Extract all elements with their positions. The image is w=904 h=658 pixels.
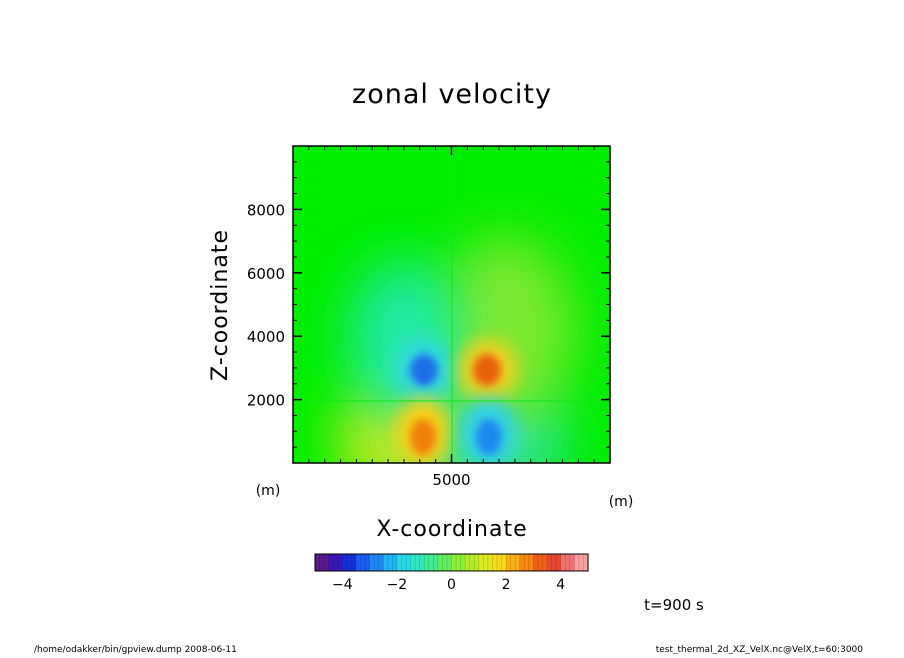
footer-right: test_thermal_2d_XZ_VelX.nc@VelX,t=60:300… xyxy=(656,645,864,654)
footer-left: /home/odakker/bin/gpview.dump 2008-06-11 xyxy=(34,645,237,654)
colorbar-segment xyxy=(396,554,412,571)
colorbar-segment xyxy=(315,554,330,571)
colorbar-segment xyxy=(410,554,425,571)
colorbar-segment xyxy=(465,554,480,571)
core-upper-right-positive xyxy=(473,354,501,386)
core-lower-right-negative xyxy=(476,419,502,455)
colorbar-segment xyxy=(424,554,439,571)
colorbar-tick-label: 0 xyxy=(447,577,456,593)
colorbar-segment xyxy=(533,554,548,571)
x-unit-label: (m) xyxy=(256,483,281,499)
colorbar-tick-label: 2 xyxy=(502,577,511,593)
tick-labels: 5000 2000 4000 6000 8000 xyxy=(247,201,471,489)
colorbar-segment xyxy=(342,554,357,571)
colorbar-segment xyxy=(328,554,343,571)
minor-ticks xyxy=(293,146,610,463)
core-lower-left-positive xyxy=(410,419,436,455)
colorbar-segment xyxy=(574,554,589,571)
major-ticks xyxy=(293,146,610,463)
heatmap-field xyxy=(293,146,610,463)
colorbar-segment xyxy=(492,554,507,571)
y-tick-label: 6000 xyxy=(247,265,285,283)
core-upper-left-negative xyxy=(410,354,438,386)
colorbar-segment xyxy=(547,554,562,571)
y-unit-label: (m) xyxy=(609,494,634,510)
colorbar xyxy=(315,554,589,571)
x-tick-label: 5000 xyxy=(432,471,470,489)
colorbar-segment xyxy=(478,554,494,571)
y-tick-label: 8000 xyxy=(247,201,285,219)
colorbar-segment xyxy=(369,554,384,571)
halo-mid-left xyxy=(350,260,460,420)
colorbar-segment xyxy=(437,554,453,571)
y-axis-label: Z-coordinate xyxy=(208,229,233,381)
y-tick-label: 4000 xyxy=(247,328,285,346)
colorbar-segment xyxy=(355,554,371,571)
colorbar-labels: −4 −2 0 2 4 xyxy=(332,577,565,593)
colorbar-segment xyxy=(506,554,521,571)
colorbar-segment xyxy=(519,554,534,571)
colorbar-tick-label: −2 xyxy=(387,577,408,593)
colorbar-segment xyxy=(383,554,398,571)
colorbar-segment xyxy=(451,554,466,571)
y-tick-label: 2000 xyxy=(247,392,285,410)
chart-title: zonal velocity xyxy=(352,79,552,110)
colorbar-segment xyxy=(560,554,575,571)
colorbar-tick-label: −4 xyxy=(332,577,353,593)
time-label: t=900 s xyxy=(644,596,704,614)
x-axis-label: X-coordinate xyxy=(376,517,527,542)
colorbar-frame xyxy=(314,553,589,572)
colorbar-tick-label: 4 xyxy=(556,577,565,593)
